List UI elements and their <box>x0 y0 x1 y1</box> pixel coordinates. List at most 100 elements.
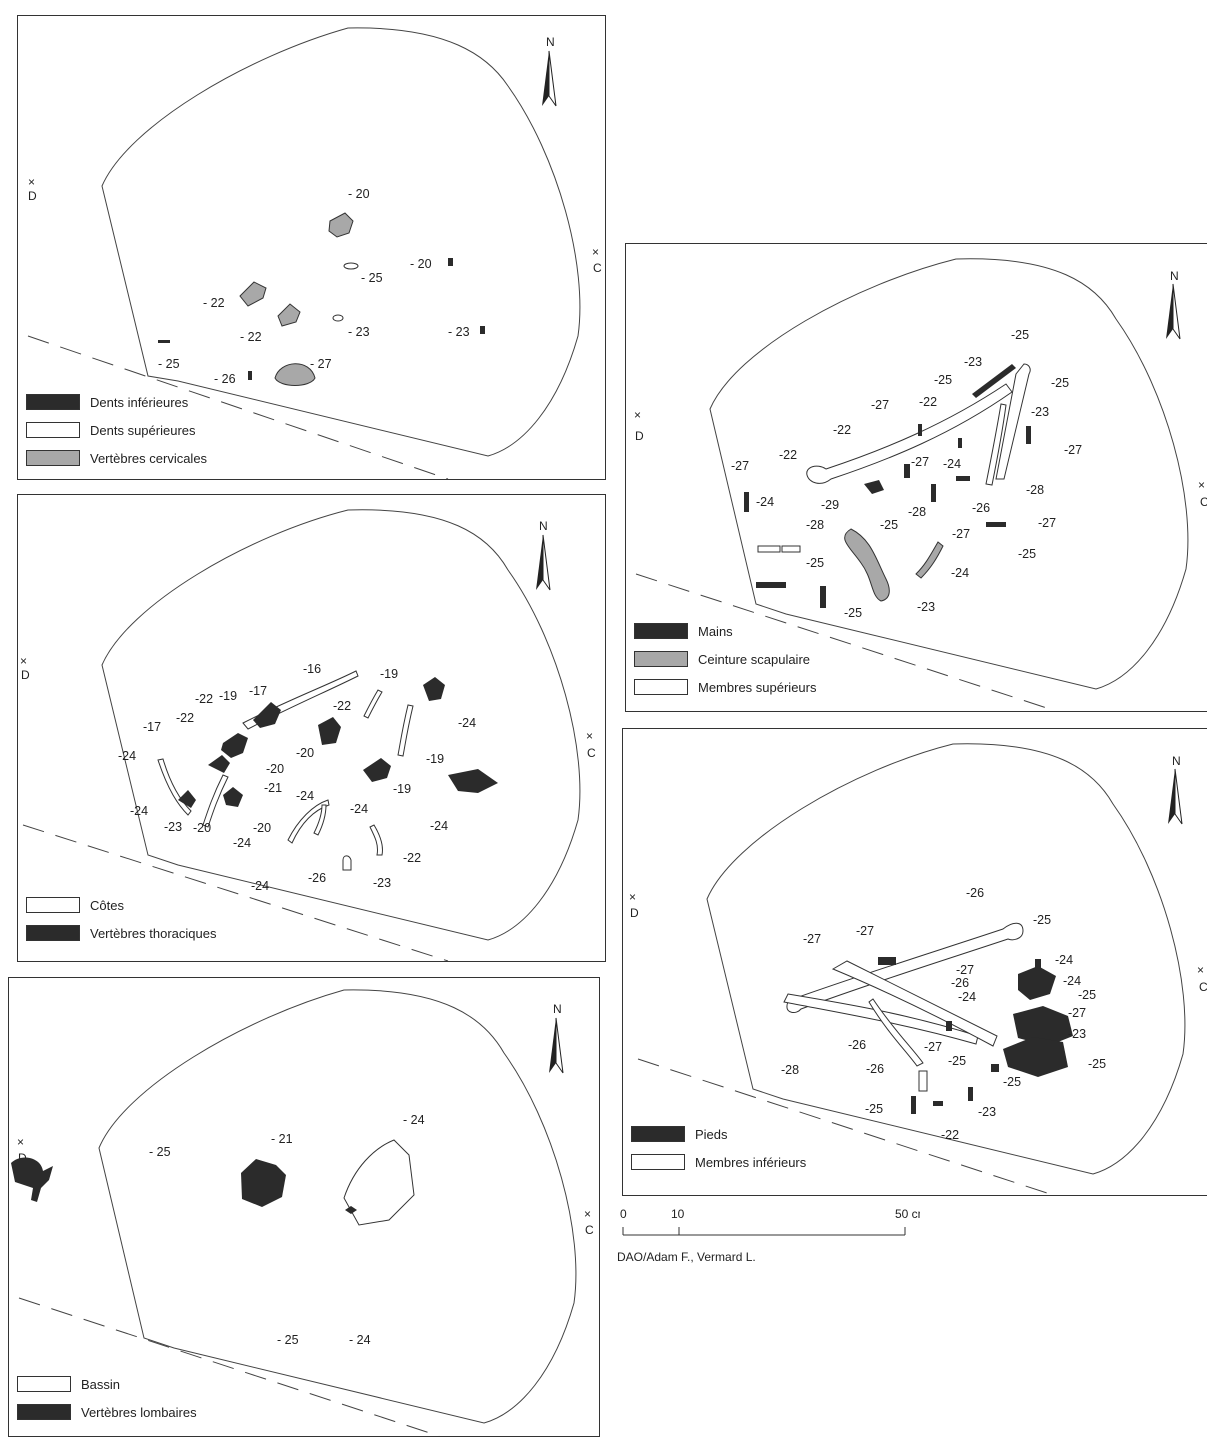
label: -24 <box>233 836 251 850</box>
label: -26 <box>951 976 969 990</box>
foot-bone <box>1035 959 1041 969</box>
label: -19 <box>393 782 411 796</box>
label: -23 <box>164 820 182 834</box>
legend-label: Vertèbres cervicales <box>90 450 208 466</box>
scapula <box>844 528 890 602</box>
north-arrow-icon <box>549 1018 556 1073</box>
rib <box>369 824 383 856</box>
label: -23 <box>373 876 391 890</box>
axis-label-d: D <box>630 906 639 920</box>
label: -24 <box>430 819 448 833</box>
pit-outline <box>98 989 577 1424</box>
pit-outline <box>706 743 1186 1175</box>
lumbar-vertebra <box>241 1159 286 1207</box>
label: -26 <box>866 1062 884 1076</box>
axis-label-c: C <box>593 261 602 275</box>
legend: Bassin Vertèbres lombaires <box>17 1370 197 1426</box>
lower-tooth <box>480 326 485 334</box>
label: -27 <box>952 527 970 541</box>
legend-label: Côtes <box>90 897 124 913</box>
label: - 27 <box>310 357 332 371</box>
swatch-dark <box>631 1126 685 1142</box>
axis-label-d: D <box>21 668 30 682</box>
ulna <box>985 403 1007 486</box>
legend-item: Vertèbres thoraciques <box>26 919 216 947</box>
legend-label: Pieds <box>695 1126 728 1142</box>
north-arrow-icon <box>1168 769 1175 824</box>
label: -25 <box>1003 1075 1021 1089</box>
rib <box>363 689 383 719</box>
swatch-white <box>26 897 80 913</box>
label: -23 <box>917 600 935 614</box>
legend-item: Dents inférieures <box>26 388 207 416</box>
label: -24 <box>958 990 976 1004</box>
hand-bone <box>958 438 962 448</box>
upper-limb-fragment <box>781 545 801 553</box>
legend-label: Vertèbres lombaires <box>81 1404 197 1420</box>
label: -17 <box>143 720 161 734</box>
label: -22 <box>333 699 351 713</box>
lower-tooth <box>448 258 453 266</box>
hand-bone <box>820 586 826 608</box>
legend-item: Pieds <box>631 1120 806 1148</box>
upper-tooth <box>332 314 344 322</box>
label: - 24 <box>403 1113 425 1127</box>
label: -16 <box>303 662 321 676</box>
cross-mark-d: × <box>20 654 27 668</box>
legend-label: Dents inférieures <box>90 394 189 410</box>
label: -20 <box>193 821 211 835</box>
hand-bone <box>744 492 749 512</box>
legend-item: Vertèbres lombaires <box>17 1398 197 1426</box>
label: -27 <box>924 1040 942 1054</box>
pit-outline <box>101 509 581 941</box>
label: -19 <box>426 752 444 766</box>
label: -22 <box>833 423 851 437</box>
cervical-vertebra <box>239 281 267 307</box>
label: -24 <box>251 879 269 893</box>
hand-bone <box>904 464 910 478</box>
legend: Mains Ceinture scapulaire Membres supéri… <box>634 617 817 701</box>
hand-bone <box>864 480 884 494</box>
label: - 22 <box>203 296 225 310</box>
label: -25 <box>1018 547 1036 561</box>
north-letter: N <box>553 1002 562 1016</box>
label: -28 <box>908 505 926 519</box>
rib <box>287 799 330 844</box>
label: - 24 <box>349 1333 371 1347</box>
label: -25 <box>1051 376 1069 390</box>
hand-bone <box>756 582 786 588</box>
label: -23 <box>1031 405 1049 419</box>
legend-item: Vertèbres cervicales <box>26 444 207 472</box>
foot-bone <box>968 1087 973 1101</box>
foot-bone <box>1003 1037 1068 1077</box>
label: -25 <box>1011 328 1029 342</box>
north-letter: N <box>546 35 555 49</box>
swatch-white <box>17 1376 71 1392</box>
rib <box>202 774 229 828</box>
foot-bone <box>1013 1006 1073 1046</box>
section-line <box>27 335 449 479</box>
label: -27 <box>1064 443 1082 457</box>
label: -24 <box>943 457 961 471</box>
swatch-dark <box>17 1404 71 1420</box>
label: -27 <box>911 455 929 469</box>
label: -25 <box>934 373 952 387</box>
north-letter: N <box>539 519 548 533</box>
label: -20 <box>266 762 284 776</box>
foot-bone <box>946 1021 952 1031</box>
legend: Dents inférieures Dents supérieures Vert… <box>26 388 207 472</box>
label: -22 <box>941 1128 959 1142</box>
legend-item: Mains <box>634 617 817 645</box>
label: -17 <box>249 684 267 698</box>
hand-bone <box>918 424 922 436</box>
cross-mark-c: × <box>584 1207 591 1221</box>
plan-lower-limbs: × D × C N -26 -25 -27 -27 -24 -27 -24 -2… <box>629 743 1207 1195</box>
fibula <box>868 998 924 1067</box>
plan-pelvis-lumbar: × D × C N - 25 - 21 - 24 - 25 - 24 <box>11 989 594 1436</box>
axis-label-c: C <box>1200 495 1207 509</box>
humerus <box>806 383 1013 484</box>
swatch-dark <box>26 925 80 941</box>
label: -25 <box>880 518 898 532</box>
rib <box>157 758 192 816</box>
lumbar-vertebra <box>11 1157 53 1202</box>
